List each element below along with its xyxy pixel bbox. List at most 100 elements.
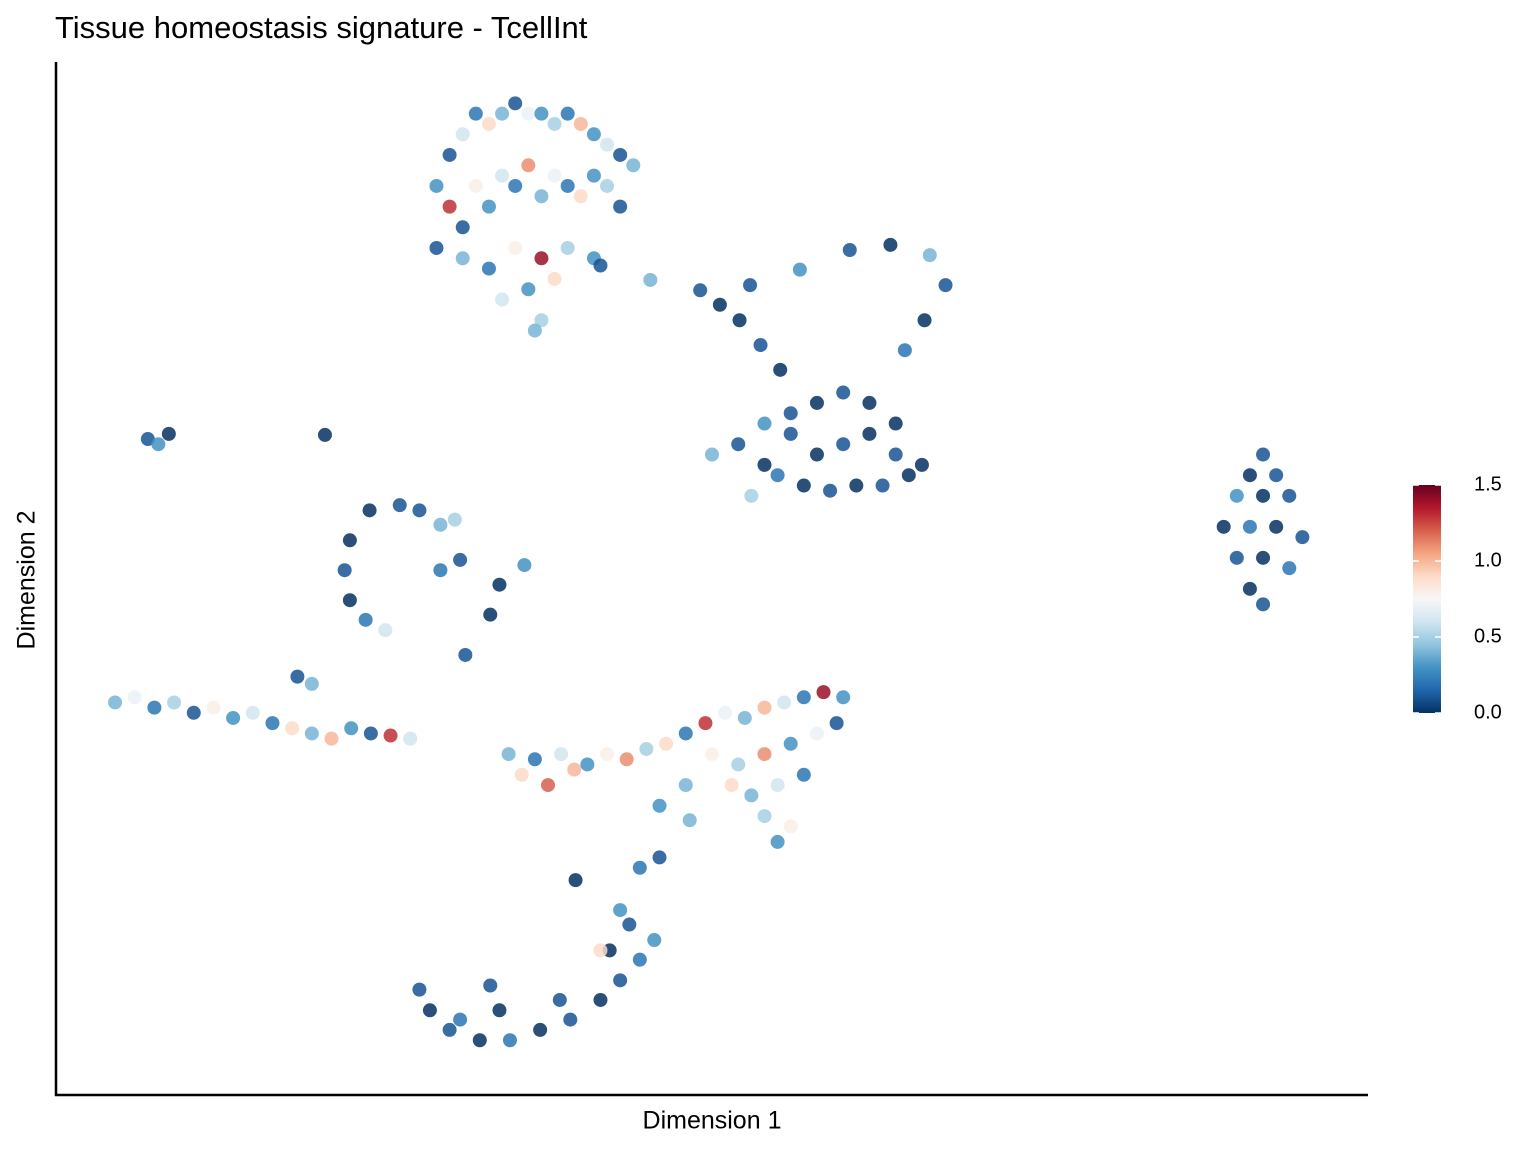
point — [560, 106, 575, 121]
point — [613, 973, 628, 988]
point — [324, 731, 339, 746]
point — [1242, 581, 1257, 596]
point — [514, 767, 529, 782]
point — [455, 220, 470, 235]
point — [792, 262, 807, 277]
point — [534, 251, 549, 266]
point — [304, 676, 319, 691]
point — [492, 577, 507, 592]
point — [573, 116, 588, 131]
point — [495, 292, 510, 307]
point — [458, 647, 473, 662]
point — [888, 416, 903, 431]
point — [731, 437, 746, 452]
point — [412, 503, 427, 518]
point — [678, 726, 693, 741]
point — [442, 199, 457, 214]
point — [560, 178, 575, 193]
point — [151, 437, 166, 452]
point — [757, 457, 772, 472]
point — [492, 1003, 507, 1018]
point — [580, 757, 595, 772]
point — [732, 313, 747, 328]
point — [613, 147, 628, 162]
point — [547, 271, 562, 286]
point — [1295, 530, 1310, 545]
point — [554, 747, 569, 762]
point — [619, 752, 634, 767]
point — [647, 933, 662, 948]
point — [626, 158, 641, 173]
point — [643, 272, 658, 287]
point — [383, 728, 398, 743]
point — [922, 248, 937, 263]
point — [938, 278, 953, 293]
point — [442, 1022, 457, 1037]
point — [705, 747, 719, 762]
chart-title: Tissue homeostasis signature - TcellInt — [55, 10, 588, 45]
point — [705, 447, 719, 462]
colorbar-tick-label: 0.5 — [1474, 625, 1502, 647]
point — [508, 96, 523, 111]
point — [447, 512, 462, 527]
point — [836, 690, 851, 705]
point — [285, 721, 300, 736]
point — [1269, 468, 1284, 483]
point — [127, 690, 142, 705]
point — [914, 457, 929, 472]
point — [568, 873, 583, 888]
point — [757, 700, 772, 715]
point — [809, 395, 824, 410]
point — [226, 710, 241, 725]
point — [1256, 447, 1271, 462]
point — [403, 731, 418, 746]
point — [534, 189, 549, 204]
point — [573, 189, 588, 204]
point — [862, 395, 877, 410]
point — [363, 726, 378, 741]
colorbar-tick-label: 1.0 — [1474, 549, 1502, 571]
point — [743, 278, 758, 293]
point — [290, 669, 305, 684]
point — [392, 498, 407, 513]
point — [147, 700, 162, 715]
point — [1256, 550, 1271, 565]
point — [1282, 488, 1297, 503]
point — [1216, 519, 1231, 534]
point — [1269, 519, 1284, 534]
point — [744, 488, 759, 503]
point — [265, 716, 280, 731]
point — [632, 952, 647, 967]
point — [533, 1022, 548, 1037]
point — [1229, 550, 1244, 565]
point — [495, 106, 510, 121]
point — [547, 116, 562, 131]
point — [770, 778, 785, 793]
point — [809, 726, 824, 741]
point — [622, 917, 637, 932]
point — [698, 716, 713, 731]
point — [613, 903, 628, 918]
colorbar-tick-label: 1.5 — [1474, 473, 1502, 495]
point — [508, 178, 523, 193]
point — [783, 426, 798, 441]
point — [552, 992, 567, 1007]
point — [753, 338, 768, 353]
point — [613, 199, 628, 214]
point — [304, 726, 319, 741]
point — [508, 240, 523, 255]
point — [783, 819, 798, 834]
point — [796, 690, 811, 705]
point — [567, 762, 582, 777]
point — [888, 447, 903, 462]
point — [1229, 488, 1244, 503]
point — [744, 788, 759, 803]
point — [362, 503, 377, 518]
point — [757, 809, 772, 824]
point — [849, 478, 864, 493]
point — [600, 178, 615, 193]
point — [412, 982, 427, 997]
point — [534, 313, 549, 328]
point — [433, 517, 448, 532]
